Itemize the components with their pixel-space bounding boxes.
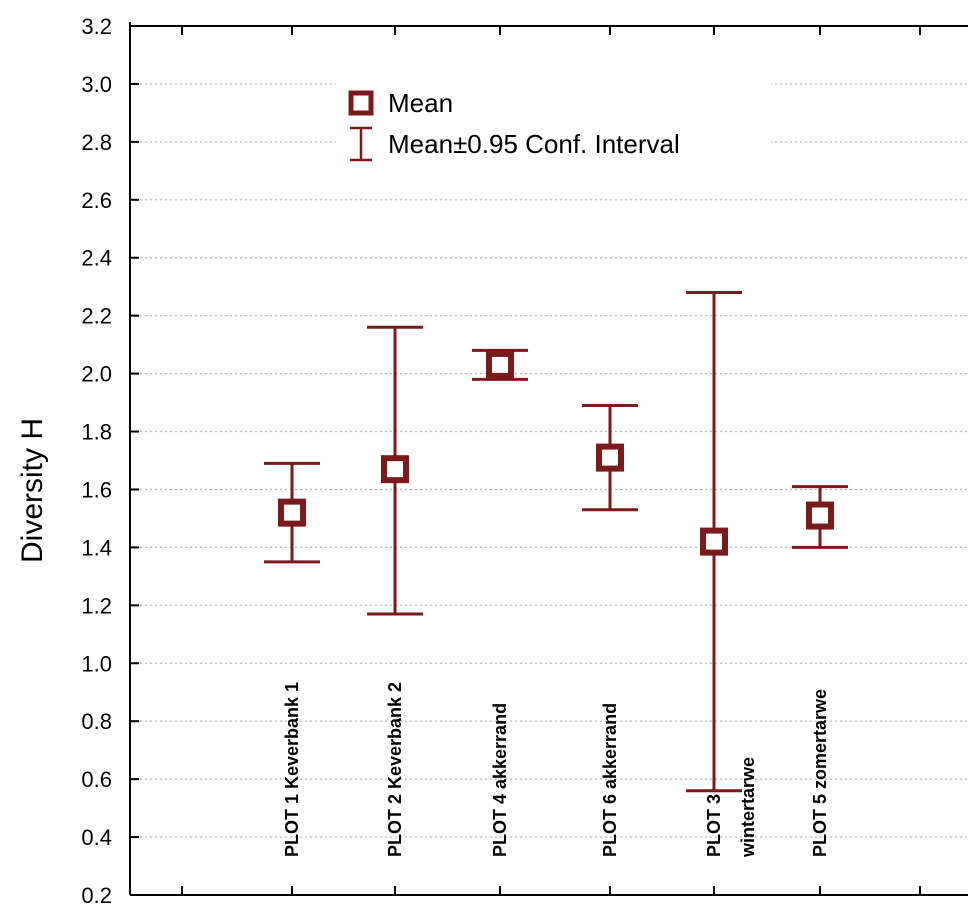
y-tick-label: 2.0 <box>81 362 112 387</box>
x-category-label: PLOT 1 Keverbank 1 <box>282 682 302 857</box>
legend-mean-label: Mean <box>388 88 453 118</box>
y-tick-label: 3.2 <box>81 14 112 39</box>
y-tick-label: 1.0 <box>81 651 112 676</box>
x-category-label: PLOT 4 akkerrand <box>490 703 510 857</box>
mean-marker <box>486 350 514 379</box>
mean-marker <box>278 498 306 527</box>
legend-background <box>336 78 771 178</box>
mean-marker <box>700 527 728 556</box>
y-tick-label: 1.2 <box>81 593 112 618</box>
x-category-label: PLOT 5 zomertarwe <box>810 689 830 857</box>
y-tick-label: 2.8 <box>81 130 112 155</box>
x-category-label: wintertarwe <box>738 757 758 858</box>
y-tick-label: 1.4 <box>81 535 112 560</box>
mean-marker <box>381 455 409 484</box>
y-tick-label: 2.2 <box>81 304 112 329</box>
y-tick-label: 0.8 <box>81 709 112 734</box>
x-category-label: PLOT 6 akkerrand <box>600 703 620 857</box>
x-axis: PLOT 1 Keverbank 1 PLOT 2 Keverbank 2 PLOT… <box>130 25 968 896</box>
plot-marks <box>264 290 848 793</box>
x-category-label: PLOT 3 <box>704 794 724 857</box>
y-tick-label: 1.6 <box>81 477 112 502</box>
y-tick-label: 0.6 <box>81 767 112 792</box>
legend-ci-marker <box>350 126 372 162</box>
y-tick-label: 2.4 <box>81 246 112 271</box>
y-tick-label: 2.6 <box>81 188 112 213</box>
y-tick-label: 1.8 <box>81 420 112 445</box>
legend: Mean Mean±0.95 Conf. Interval <box>336 78 771 178</box>
y-tick-label: 3.0 <box>81 72 112 97</box>
y-axis-label: Diversity H <box>16 418 49 563</box>
mean-marker <box>596 443 624 472</box>
y-tick-label: 0.2 <box>81 883 112 908</box>
y-axis: 0.2 0.4 0.6 0.8 1.0 1.2 1.4 1.6 1.8 2.0 2.2 2.4 2.6 2… <box>81 14 139 908</box>
mean-marker <box>806 501 834 530</box>
grid-lines <box>130 83 968 838</box>
legend-ci-label: Mean±0.95 Conf. Interval <box>388 129 680 159</box>
y-tick-label: 0.4 <box>81 825 112 850</box>
x-category-label: PLOT 2 Keverbank 2 <box>385 682 405 857</box>
legend-mean-marker <box>348 90 374 116</box>
